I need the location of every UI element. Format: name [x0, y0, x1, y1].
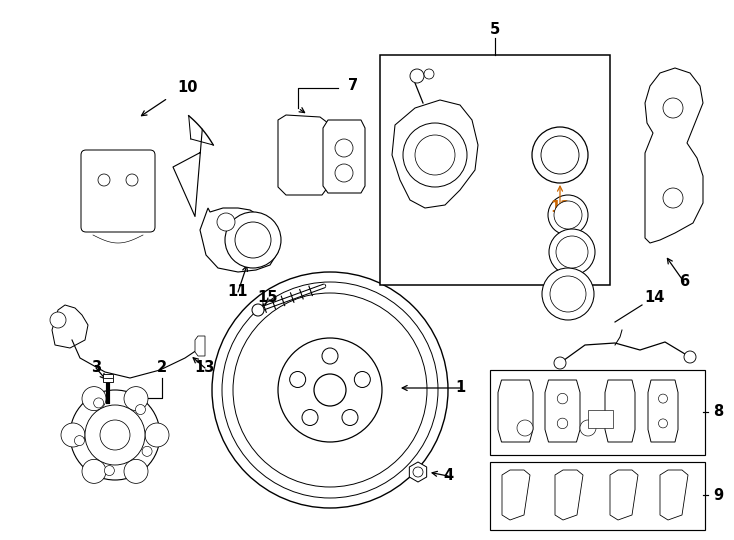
- Circle shape: [663, 98, 683, 118]
- Circle shape: [98, 174, 110, 186]
- Circle shape: [302, 409, 318, 426]
- Circle shape: [82, 387, 106, 410]
- Circle shape: [61, 423, 85, 447]
- Circle shape: [532, 127, 588, 183]
- Circle shape: [126, 174, 138, 186]
- Circle shape: [403, 123, 467, 187]
- Text: 7: 7: [348, 78, 358, 92]
- Polygon shape: [410, 462, 426, 482]
- Circle shape: [314, 374, 346, 406]
- Text: 2: 2: [157, 361, 167, 375]
- Text: 12: 12: [550, 200, 570, 215]
- Bar: [490, 462, 705, 530]
- Circle shape: [212, 272, 448, 508]
- Polygon shape: [660, 470, 688, 520]
- Circle shape: [322, 348, 338, 364]
- Circle shape: [82, 460, 106, 483]
- Text: 6: 6: [679, 274, 689, 289]
- Circle shape: [252, 304, 264, 316]
- Polygon shape: [502, 470, 530, 520]
- Polygon shape: [200, 208, 278, 272]
- FancyBboxPatch shape: [81, 150, 155, 232]
- Circle shape: [663, 188, 683, 208]
- Polygon shape: [323, 120, 365, 193]
- Circle shape: [124, 387, 148, 410]
- Circle shape: [548, 195, 588, 235]
- Circle shape: [554, 201, 582, 229]
- Polygon shape: [645, 68, 703, 243]
- Circle shape: [658, 419, 667, 428]
- Circle shape: [335, 139, 353, 157]
- Polygon shape: [195, 336, 205, 356]
- Circle shape: [517, 420, 533, 436]
- Circle shape: [94, 398, 103, 408]
- Bar: [380, 55, 610, 285]
- Polygon shape: [392, 100, 478, 208]
- Text: 4: 4: [443, 469, 453, 483]
- Circle shape: [50, 312, 66, 328]
- Circle shape: [142, 447, 152, 456]
- Text: 10: 10: [178, 80, 198, 96]
- Polygon shape: [52, 305, 88, 348]
- Text: 8: 8: [713, 404, 723, 420]
- Circle shape: [557, 418, 568, 429]
- Circle shape: [74, 436, 84, 446]
- Circle shape: [235, 222, 271, 258]
- Bar: [588, 410, 613, 428]
- Polygon shape: [545, 380, 580, 442]
- Circle shape: [541, 136, 579, 174]
- Circle shape: [355, 372, 371, 388]
- Bar: [490, 370, 705, 455]
- Circle shape: [217, 213, 235, 231]
- Text: 15: 15: [258, 291, 278, 306]
- Text: 5: 5: [490, 23, 500, 37]
- Circle shape: [225, 212, 281, 268]
- Circle shape: [554, 357, 566, 369]
- Circle shape: [145, 423, 169, 447]
- Circle shape: [342, 409, 358, 426]
- Text: 14: 14: [644, 291, 665, 306]
- Circle shape: [124, 460, 148, 483]
- Circle shape: [424, 69, 434, 79]
- Circle shape: [410, 69, 424, 83]
- Polygon shape: [555, 470, 583, 520]
- Polygon shape: [610, 470, 638, 520]
- Circle shape: [542, 268, 594, 320]
- Text: 13: 13: [195, 361, 215, 375]
- Circle shape: [556, 236, 588, 268]
- Circle shape: [70, 390, 160, 480]
- Circle shape: [549, 229, 595, 275]
- Circle shape: [658, 394, 667, 403]
- Circle shape: [278, 338, 382, 442]
- Circle shape: [550, 276, 586, 312]
- Circle shape: [100, 420, 130, 450]
- Text: 3: 3: [91, 361, 101, 375]
- Circle shape: [104, 465, 115, 476]
- Circle shape: [684, 351, 696, 363]
- Text: 9: 9: [713, 488, 723, 503]
- Circle shape: [580, 420, 596, 436]
- Polygon shape: [498, 380, 533, 442]
- Circle shape: [136, 404, 145, 415]
- Bar: [103, 374, 113, 382]
- Text: 11: 11: [228, 285, 248, 300]
- Text: 1: 1: [455, 381, 465, 395]
- Circle shape: [335, 164, 353, 182]
- Polygon shape: [605, 380, 635, 442]
- Circle shape: [415, 135, 455, 175]
- Circle shape: [413, 467, 423, 477]
- Circle shape: [85, 405, 145, 465]
- Circle shape: [557, 393, 568, 404]
- Circle shape: [290, 372, 305, 388]
- Polygon shape: [278, 115, 328, 195]
- Polygon shape: [648, 380, 678, 442]
